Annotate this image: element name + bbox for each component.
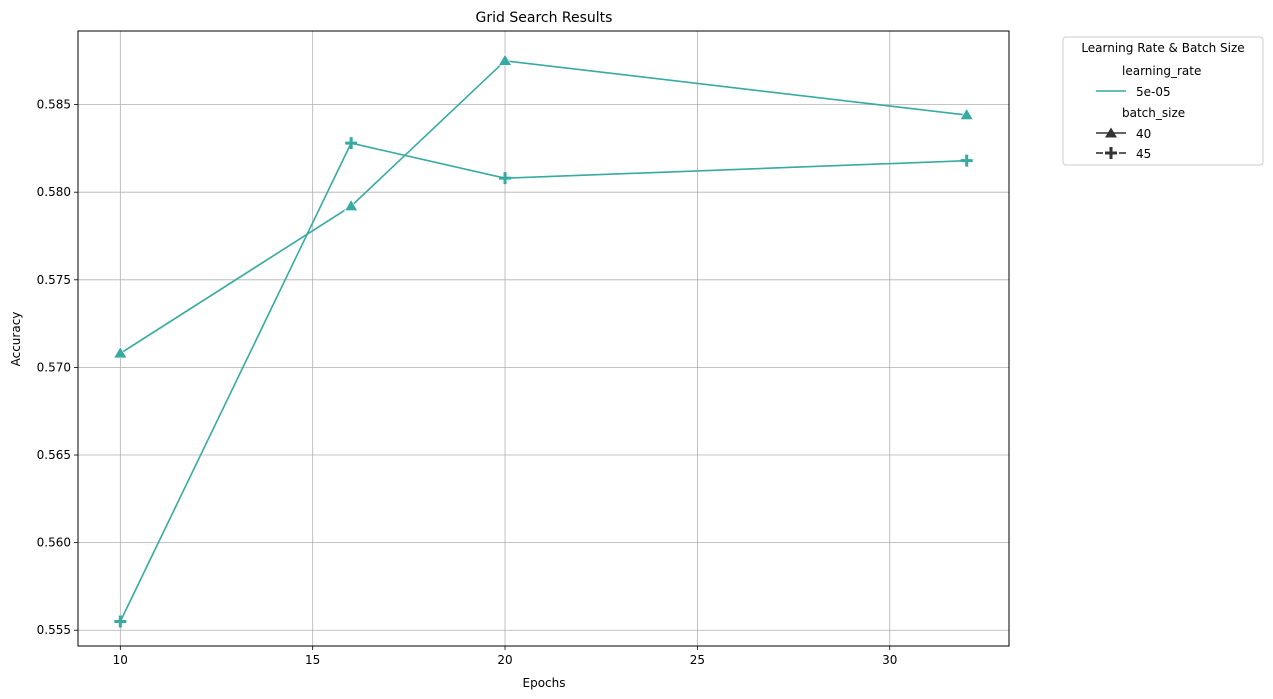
data-point-45 [499,172,512,185]
legend-plus-icon [1105,147,1117,159]
legend-triangle-icon [1105,127,1117,138]
y-tick-label: 0.560 [37,536,71,550]
x-tick-label: 20 [497,653,512,667]
data-point-45 [345,137,358,150]
legend: Learning Rate & Batch Size learning_rate… [1062,36,1264,166]
legend-frame [1062,36,1264,166]
y-axis-label: Accuracy [9,312,23,367]
grid [78,31,1009,646]
y-tick-label: 0.570 [37,360,71,374]
legend-hue-title: learning_rate [1122,64,1201,78]
series-line-40 [119,59,967,355]
x-tick-label: 15 [305,653,320,667]
series-line-45 [119,142,967,622]
legend-style-label-45: 45 [1136,147,1151,161]
x-axis: 10 15 20 25 30 [113,646,897,667]
x-tick-label: 10 [113,653,128,667]
legend-style-title: batch_size [1122,106,1185,120]
legend-title: Learning Rate & Batch Size [1081,41,1244,55]
data-point-40 [498,53,513,66]
legend-hue-label: 5e-05 [1136,85,1171,99]
y-tick-label: 0.565 [37,448,71,462]
plot-background [78,31,1009,646]
plot-frame [77,30,1010,647]
data-point-40 [113,346,128,359]
y-tick-label: 0.585 [37,98,71,112]
chart-title: Grid Search Results [476,10,613,26]
x-axis-label: Epochs [523,676,566,690]
series-lines [119,59,967,622]
legend-style-label-40: 40 [1136,127,1151,141]
y-tick-label: 0.555 [37,623,71,637]
data-point-40 [344,199,359,212]
y-axis: 0.555 0.560 0.565 0.570 0.575 0.580 0.585 [37,98,78,637]
x-tick-label: 30 [882,653,897,667]
y-tick-label: 0.580 [37,185,71,199]
x-tick-label: 25 [690,653,705,667]
series-markers [113,53,974,628]
data-point-45 [114,615,127,628]
y-tick-label: 0.575 [37,273,71,287]
data-point-45 [960,154,973,167]
data-point-40 [959,108,974,120]
